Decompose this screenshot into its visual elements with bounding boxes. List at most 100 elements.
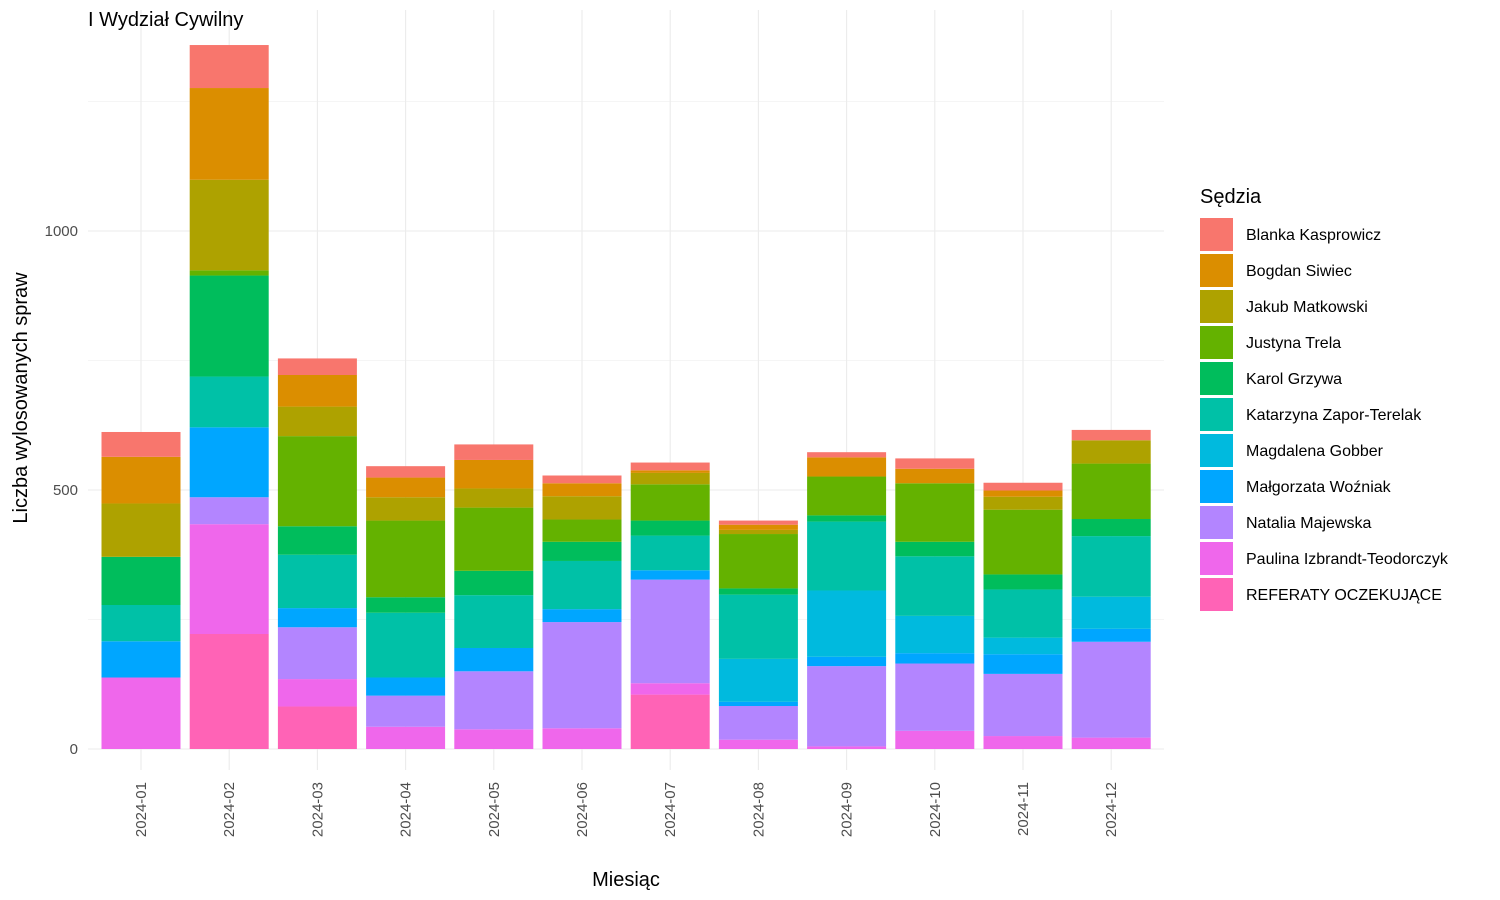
bar-segment <box>454 729 534 749</box>
legend-label: Justyna Trela <box>1246 335 1341 352</box>
x-tick-labels: 2024-01 2024-02 2024-03 2024-04 2024-05 2024-… <box>133 782 1120 837</box>
bar-segment <box>895 615 975 654</box>
x-tick-label: 2024-09 <box>839 782 856 837</box>
y-tick-labels: 0 500 1000 <box>45 223 78 758</box>
bar-segment <box>189 524 269 635</box>
bar-segment <box>807 521 887 591</box>
bar-segment <box>1071 596 1151 629</box>
bar-segment <box>630 570 710 580</box>
bar-segment <box>542 622 622 729</box>
bar-segment <box>542 483 622 497</box>
bar-segment <box>189 497 269 525</box>
bar-segment <box>454 570 534 596</box>
bar-segment <box>895 556 975 616</box>
bar-segment <box>189 427 269 498</box>
bar-segment <box>807 590 887 657</box>
legend-label: Paulina Izbrandt-Teodorczyk <box>1246 551 1449 568</box>
bar-segment <box>189 275 269 377</box>
bar-segment <box>542 728 622 749</box>
bar-segment <box>454 488 534 508</box>
bar-segment <box>277 436 357 527</box>
legend-key <box>1200 542 1233 575</box>
bar-segment <box>983 736 1063 749</box>
bar-segment <box>1071 737 1151 749</box>
bar-segment <box>1071 429 1151 441</box>
bar-segment <box>895 483 975 542</box>
bar-segment <box>983 482 1063 491</box>
bar-segment <box>277 375 357 407</box>
legend-key <box>1200 254 1233 287</box>
x-tick-label: 2024-10 <box>927 782 944 837</box>
bar-segment <box>366 520 446 598</box>
x-tick-label: 2024-08 <box>750 782 767 837</box>
bar-segment <box>895 663 975 731</box>
legend-key <box>1200 506 1233 539</box>
bar-segment <box>454 444 534 460</box>
bar-segment <box>366 477 446 498</box>
bar-segment <box>630 520 710 536</box>
bar-segment <box>718 739 798 749</box>
bar-segment <box>277 554 357 609</box>
legend-label: Natalia Majewska <box>1246 515 1371 532</box>
legend-label: REFERATY OCZEKUJĄCE <box>1246 587 1442 604</box>
bar-segment <box>101 677 181 749</box>
legend-label: Bogdan Siwiec <box>1246 263 1352 280</box>
bar-segment <box>189 634 269 749</box>
bar-segment <box>542 519 622 542</box>
bar-segment <box>718 706 798 740</box>
x-tick-label: 2024-07 <box>662 782 679 837</box>
bar-segment <box>718 594 798 659</box>
bar-segment <box>277 358 357 376</box>
bar-segment <box>101 556 181 605</box>
bar-segment <box>983 654 1063 674</box>
legend-key <box>1200 362 1233 395</box>
y-tick-label: 0 <box>70 741 78 758</box>
legend-key <box>1200 290 1233 323</box>
bar-segment <box>807 515 887 522</box>
x-tick-label: 2024-05 <box>486 782 503 837</box>
bar-segment <box>718 658 798 702</box>
bar-segment <box>454 595 534 648</box>
bar-segment <box>454 507 534 571</box>
bar-segment <box>630 694 710 749</box>
bar-segment <box>189 45 269 89</box>
bar-segment <box>101 431 181 457</box>
bar-segment <box>277 526 357 555</box>
bar-segment <box>366 677 446 696</box>
x-tick-label: 2024-04 <box>398 782 415 837</box>
bar-segment <box>718 588 798 595</box>
bar-segment <box>983 496 1063 510</box>
bar-segment <box>101 641 181 678</box>
bar-segment <box>277 627 357 680</box>
bar-segment <box>454 459 534 489</box>
bar-segment <box>1071 463 1151 520</box>
bar-segment <box>807 656 887 667</box>
bar-segment <box>630 472 710 485</box>
chart-title: I Wydział Cywilny <box>88 9 243 31</box>
bar-segment <box>895 458 975 469</box>
bar-segment <box>366 726 446 749</box>
bar-segment <box>718 529 798 535</box>
bar-segment <box>983 490 1063 497</box>
bar-segment <box>542 560 622 610</box>
bar-segment <box>366 695 446 727</box>
legend-label: Karol Grzywa <box>1246 371 1342 388</box>
legend-label: Jakub Matkowski <box>1246 299 1368 316</box>
bar-segment <box>983 673 1063 737</box>
legend-items: Blanka Kasprowicz Bogdan Siwiec Jakub Matk… <box>1200 218 1449 611</box>
bar-segment <box>983 574 1063 590</box>
bar-segment <box>1071 519 1151 537</box>
bar-segment <box>807 746 887 749</box>
bar-segment <box>895 468 975 484</box>
bar-segment <box>983 589 1063 638</box>
bar-segment <box>542 496 622 520</box>
bar-segment <box>630 579 710 684</box>
bar-segment <box>895 541 975 557</box>
bar-segment <box>807 457 887 477</box>
bar-segment <box>189 270 269 276</box>
legend-key <box>1200 218 1233 251</box>
legend-label: Blanka Kasprowicz <box>1246 227 1381 244</box>
bars <box>101 45 1151 749</box>
x-tick-label: 2024-12 <box>1103 782 1120 837</box>
